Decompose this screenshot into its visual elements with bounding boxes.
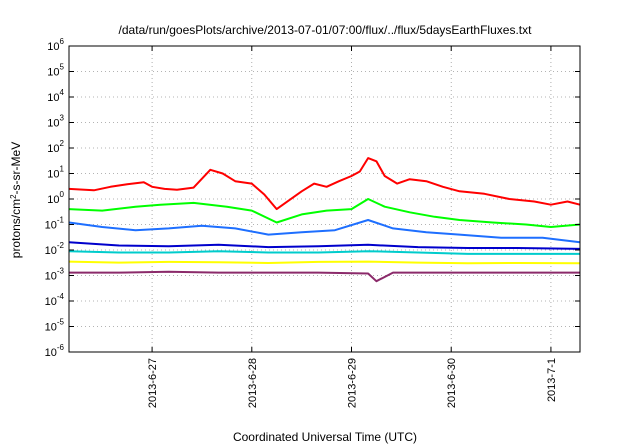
- x-tick-label: 2013-6-28: [247, 358, 259, 408]
- y-axis-label-sup: 2: [9, 194, 18, 199]
- y-tick-label-base: 10: [47, 169, 59, 181]
- y-tick-label-base: 10: [45, 271, 57, 283]
- y-tick-label-base: 10: [47, 92, 59, 104]
- series-line-3: [68, 219, 581, 244]
- y-tick-label-exp: 6: [60, 37, 65, 46]
- y-tick-label-exp: 4: [60, 88, 65, 97]
- series-line-1: [68, 157, 581, 211]
- chart-title: /data/run/goesPlots/archive/2013-07-01/0…: [119, 23, 533, 37]
- y-tick-label-exp: 2: [60, 139, 65, 148]
- y-axis-label-rest: -s-sr-MeV: [9, 142, 23, 195]
- y-tick-label-base: 10: [47, 41, 59, 53]
- series-line-2: [68, 198, 581, 228]
- y-tick-label: 10-5: [45, 318, 65, 334]
- y-tick-label-base: 10: [45, 296, 57, 308]
- ticks: 10-610-510-410-310-210-11001011021031041…: [45, 37, 580, 408]
- y-tick-label-base: 10: [45, 245, 57, 257]
- y-tick-label: 100: [47, 190, 64, 206]
- series-line-6: [68, 260, 581, 265]
- y-tick-label-base: 10: [47, 67, 59, 79]
- y-tick-label: 10-4: [45, 292, 65, 308]
- y-tick-label-exp: -1: [57, 216, 65, 225]
- x-axis-label: Coordinated Universal Time (UTC): [233, 430, 417, 444]
- y-tick-label: 104: [47, 88, 64, 104]
- grid: [69, 46, 580, 352]
- series-line-5: [68, 250, 580, 255]
- y-tick-label: 10-6: [45, 343, 65, 359]
- y-tick-label: 10-2: [45, 241, 65, 257]
- y-tick-label-exp: -3: [57, 267, 65, 276]
- series-line-4: [68, 241, 581, 250]
- y-tick-label-base: 10: [45, 220, 57, 232]
- y-tick-label: 103: [47, 114, 64, 130]
- y-tick-label: 102: [47, 139, 64, 155]
- y-tick-label: 10-1: [45, 216, 65, 232]
- y-tick-label-exp: -5: [57, 318, 65, 327]
- y-tick-label: 105: [47, 63, 64, 79]
- y-tick-label: 106: [47, 37, 64, 53]
- y-tick-label-exp: 0: [60, 190, 65, 199]
- y-axis-label-main: protons/cm: [9, 199, 23, 258]
- y-tick-label-base: 10: [47, 118, 59, 130]
- y-tick-label: 101: [47, 165, 64, 181]
- y-tick-label-exp: 1: [60, 165, 65, 174]
- y-tick-label-base: 10: [45, 347, 57, 359]
- x-tick-label: 2013-6-29: [347, 358, 359, 408]
- y-tick-label-exp: -4: [57, 292, 65, 301]
- y-tick-label-base: 10: [45, 322, 57, 334]
- y-tick-label-exp: -2: [57, 241, 65, 250]
- series-line-7: [69, 270, 580, 283]
- x-tick-label: 2013-6-27: [147, 358, 159, 408]
- y-tick-label: 10-3: [45, 267, 65, 283]
- y-tick-label-exp: 5: [60, 63, 65, 72]
- y-tick-label-base: 10: [47, 194, 59, 206]
- y-tick-label-base: 10: [47, 143, 59, 155]
- y-axis-label: protons/cm2-s-sr-MeV: [9, 142, 24, 258]
- y-tick-label-exp: -6: [57, 343, 65, 352]
- x-tick-label: 2013-7-1: [546, 358, 558, 402]
- y-tick-label-exp: 3: [60, 114, 65, 123]
- x-tick-label: 2013-6-30: [446, 358, 458, 408]
- series-layer: [68, 157, 581, 283]
